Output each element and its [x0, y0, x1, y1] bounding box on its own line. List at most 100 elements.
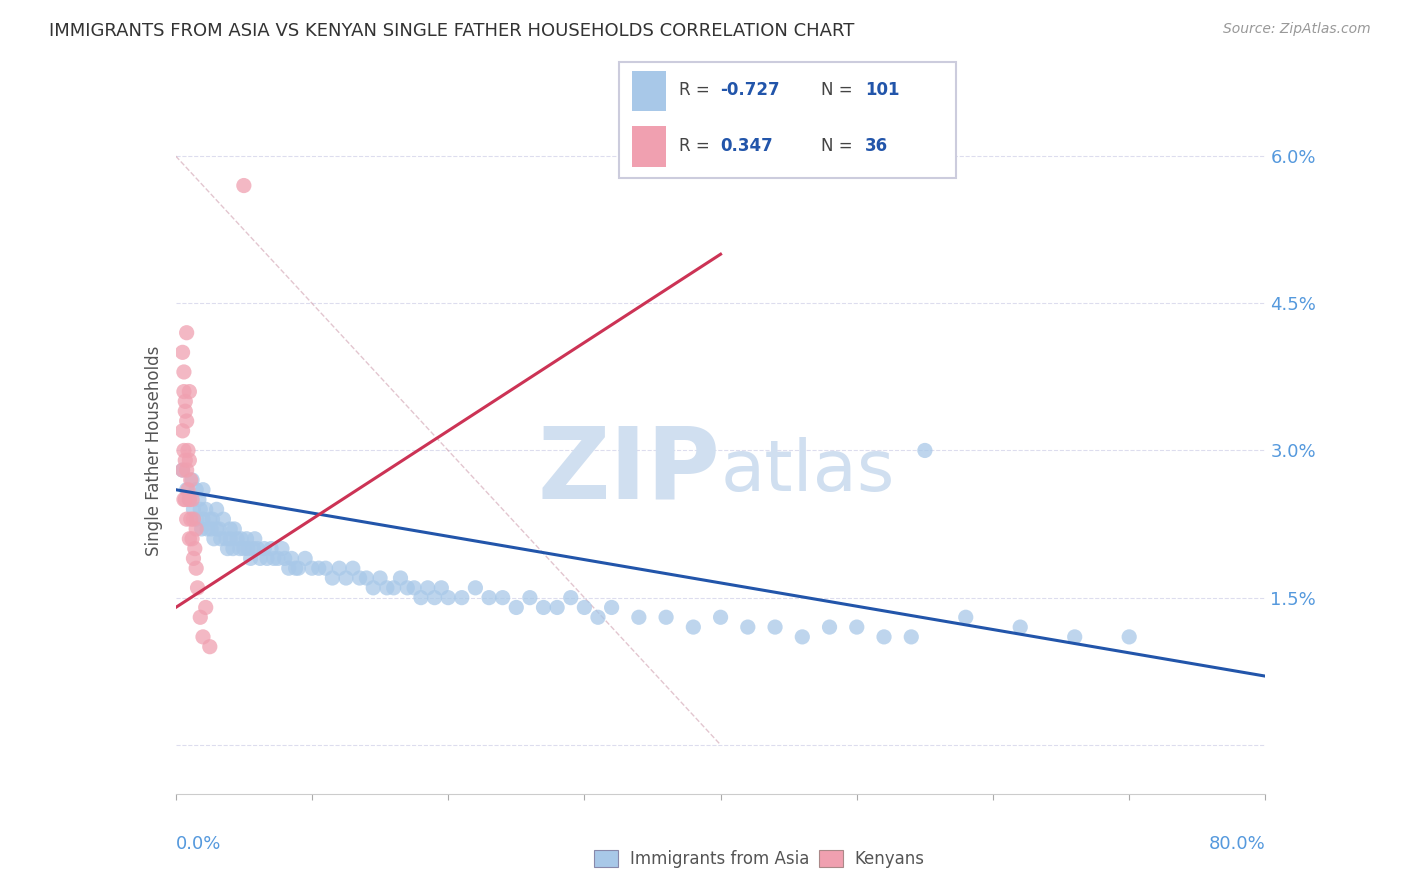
Text: 80.0%: 80.0% — [1209, 835, 1265, 853]
Point — [389, 571, 412, 585]
Point — [180, 473, 202, 487]
Point — [560, 591, 582, 605]
Point — [186, 522, 208, 536]
Point — [195, 522, 218, 536]
Point — [174, 394, 197, 409]
Point — [404, 581, 426, 595]
Point — [201, 512, 224, 526]
Point — [242, 541, 264, 556]
Point — [190, 522, 212, 536]
Bar — [593, 849, 619, 867]
Text: 0.0%: 0.0% — [176, 835, 221, 853]
Text: IMMIGRANTS FROM ASIA VS KENYAN SINGLE FATHER HOUSEHOLDS CORRELATION CHART: IMMIGRANTS FROM ASIA VS KENYAN SINGLE FA… — [49, 22, 855, 40]
Point — [183, 551, 205, 566]
Point — [256, 551, 278, 566]
Point — [1010, 620, 1032, 634]
Point — [205, 502, 228, 516]
Point — [174, 492, 197, 507]
Point — [533, 600, 555, 615]
Point — [450, 591, 472, 605]
Point — [243, 532, 266, 546]
Point — [224, 522, 246, 536]
Point — [409, 591, 432, 605]
Point — [186, 483, 208, 497]
Point — [217, 541, 239, 556]
Point — [232, 541, 254, 556]
Point — [274, 551, 297, 566]
Point — [215, 532, 238, 546]
Point — [177, 443, 200, 458]
Point — [342, 561, 364, 575]
Point — [219, 522, 242, 536]
Point — [423, 591, 446, 605]
Point — [202, 532, 225, 546]
Point — [260, 541, 283, 556]
Point — [176, 414, 198, 428]
Point — [188, 502, 211, 516]
Point — [184, 541, 207, 556]
Point — [209, 532, 232, 546]
Text: 36: 36 — [865, 137, 889, 155]
FancyBboxPatch shape — [633, 70, 666, 112]
Point — [655, 610, 678, 624]
Point — [181, 492, 204, 507]
Point — [284, 561, 307, 575]
Point — [546, 600, 568, 615]
Point — [172, 463, 194, 477]
Text: 101: 101 — [865, 81, 900, 99]
Point — [627, 610, 650, 624]
Point — [232, 178, 254, 193]
Bar — [818, 849, 844, 867]
Point — [194, 600, 217, 615]
Point — [188, 610, 211, 624]
Point — [263, 551, 285, 566]
Text: -0.727: -0.727 — [720, 81, 779, 99]
Point — [1118, 630, 1140, 644]
Point — [173, 492, 195, 507]
Point — [179, 492, 201, 507]
Point — [187, 492, 209, 507]
Text: ZIP: ZIP — [537, 423, 721, 519]
Point — [492, 591, 515, 605]
Point — [437, 591, 460, 605]
Point — [396, 581, 419, 595]
Point — [186, 512, 208, 526]
Point — [183, 512, 205, 526]
Point — [179, 384, 201, 399]
Text: Source: ZipAtlas.com: Source: ZipAtlas.com — [1223, 22, 1371, 37]
Point — [208, 522, 231, 536]
Point — [174, 404, 197, 418]
Point — [246, 541, 269, 556]
Point — [236, 541, 259, 556]
Point — [173, 365, 195, 379]
Point — [239, 551, 262, 566]
Text: atlas: atlas — [721, 436, 896, 506]
Point — [173, 443, 195, 458]
Point — [249, 551, 271, 566]
Point — [682, 620, 704, 634]
Point — [253, 541, 276, 556]
Point — [792, 630, 814, 644]
Point — [586, 610, 609, 624]
Point — [574, 600, 596, 615]
Point — [186, 561, 208, 575]
Point — [173, 384, 195, 399]
Point — [191, 512, 214, 526]
Point — [186, 581, 209, 595]
Text: R =: R = — [679, 137, 721, 155]
Point — [600, 600, 623, 615]
Point — [194, 502, 217, 516]
Point — [1063, 630, 1085, 644]
Point — [914, 443, 936, 458]
Point — [277, 561, 299, 575]
Point — [505, 600, 527, 615]
Point — [176, 326, 198, 340]
Point — [176, 483, 198, 497]
Point — [198, 640, 221, 654]
Point — [478, 591, 501, 605]
Point — [174, 453, 197, 467]
Point — [219, 532, 242, 546]
Point — [335, 571, 357, 585]
Point — [271, 541, 294, 556]
Point — [172, 345, 194, 359]
